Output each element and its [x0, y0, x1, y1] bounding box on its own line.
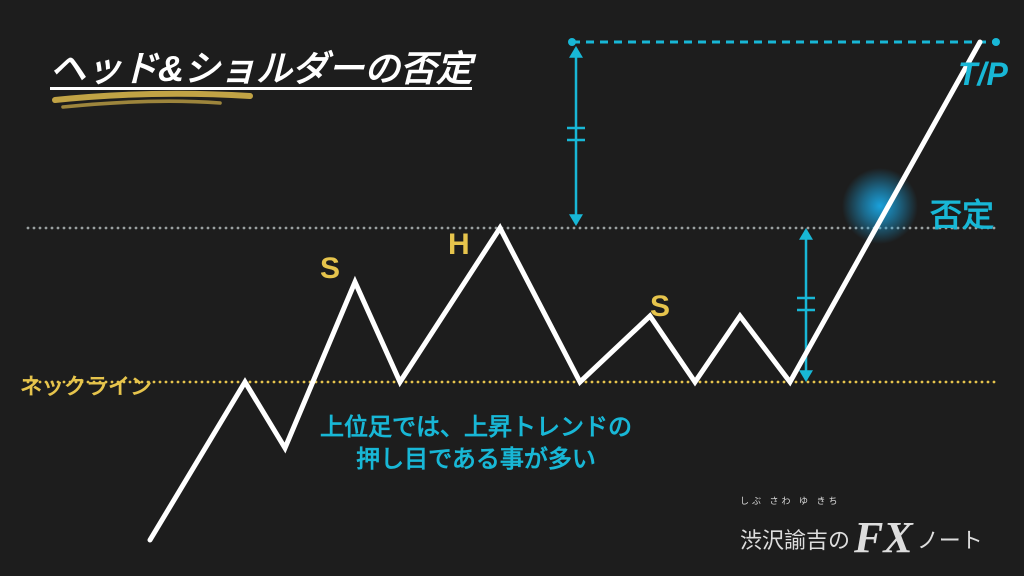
measurement: [567, 46, 585, 226]
tp-label: T/P: [958, 56, 1008, 93]
shoulder-right-label: S: [650, 290, 670, 324]
measurement: [797, 228, 815, 382]
caption-line-1: 上位足では、上昇トレンドの: [320, 412, 632, 444]
caption-line-2: 押し目である事が多い: [320, 444, 632, 476]
watermark-ruby: しぶ さわ ゆ きち: [740, 494, 841, 507]
watermark: しぶ さわ ゆ きち渋沢諭吉のFXノート: [740, 508, 983, 559]
dotted-line: [27, 381, 996, 384]
watermark-left: 渋沢諭吉の: [740, 523, 850, 555]
title-brush: [55, 94, 250, 100]
watermark-right: ノート: [917, 523, 983, 555]
neckline-label: ネックライン: [20, 369, 152, 401]
watermark-fx: FX: [854, 512, 913, 563]
hitei-label: 否定: [930, 190, 994, 236]
breakout-glow: [842, 168, 918, 244]
head-label: H: [448, 228, 470, 262]
caption: 上位足では、上昇トレンドの押し目である事が多い: [320, 412, 632, 477]
page-title: ヘッド&ショルダーの否定: [50, 40, 472, 92]
shoulder-left-label: S: [320, 252, 340, 286]
